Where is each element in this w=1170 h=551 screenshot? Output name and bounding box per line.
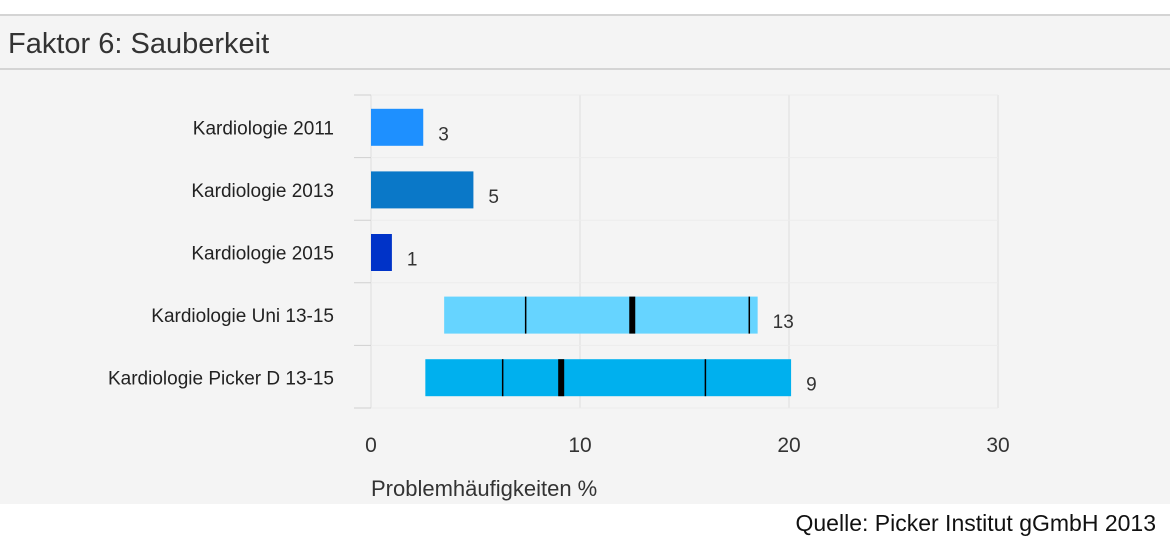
median-marker (629, 296, 636, 334)
bar (371, 171, 474, 209)
x-tick-label: 20 (777, 434, 800, 457)
x-tick-label: 30 (986, 434, 1009, 457)
x-tick-label: 10 (568, 434, 591, 457)
bar (371, 234, 392, 271)
title-bar: Faktor 6: Sauberkeit (0, 16, 1170, 70)
data-label: 1 (407, 250, 418, 271)
range-bar (444, 296, 758, 334)
x-tick-label: 0 (365, 434, 377, 457)
category-label: Kardiologie 2015 (191, 244, 334, 265)
category-label: Kardiologie Picker D 13-15 (108, 369, 334, 390)
category-label: Kardiologie Uni 13-15 (151, 306, 334, 327)
data-label: 3 (438, 124, 449, 145)
top-divider (0, 14, 1170, 16)
data-label: 5 (488, 187, 499, 208)
chart-title: Faktor 6: Sauberkeit (8, 28, 270, 60)
category-label: Kardiologie 2013 (191, 181, 334, 202)
data-label: 9 (806, 375, 817, 396)
chart-panel: Faktor 6: Sauberkeit 0 10 20 30 Problemhäufi… (0, 14, 1170, 504)
x-axis-label: Problemhäufigkeiten % (371, 476, 597, 501)
bar (371, 108, 424, 146)
bar-chart: 0 10 20 30 Problemhäufigkeiten % Kardiologie … (108, 94, 1010, 501)
source-note: Quelle: Picker Institut gGmbH 2013 (795, 510, 1157, 536)
median-marker (558, 359, 565, 397)
range-bar (425, 359, 792, 397)
data-label: 13 (773, 312, 794, 333)
category-label: Kardiologie 2011 (193, 118, 334, 139)
